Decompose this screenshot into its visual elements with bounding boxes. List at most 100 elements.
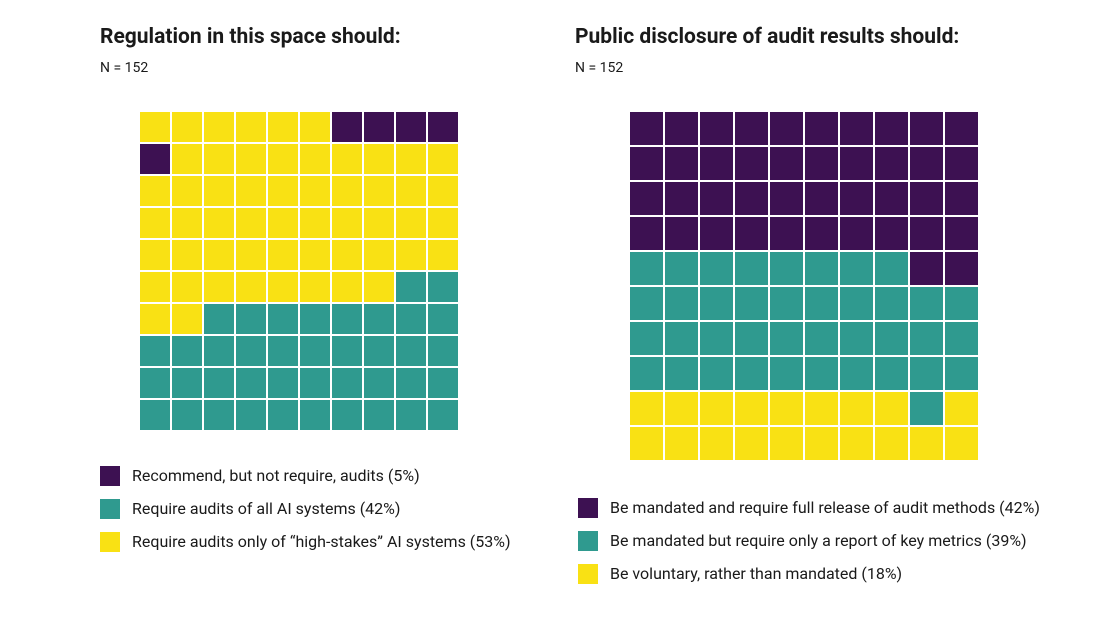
left-title: Regulation in this space should: — [100, 24, 401, 50]
waffle-cell — [665, 217, 698, 250]
waffle-cell — [840, 112, 873, 145]
waffle-cell — [910, 112, 943, 145]
waffle-cell — [140, 336, 170, 366]
waffle-cell — [875, 427, 908, 460]
waffle-cell — [630, 427, 663, 460]
waffle-cell — [875, 392, 908, 425]
waffle-cell — [770, 147, 803, 180]
waffle-cell — [910, 147, 943, 180]
waffle-cell — [875, 147, 908, 180]
waffle-cell — [204, 240, 234, 270]
waffle-cell — [945, 357, 978, 390]
waffle-cell — [700, 392, 733, 425]
waffle-cell — [300, 208, 330, 238]
waffle-cell — [332, 336, 362, 366]
right-panel: Public disclosure of audit results shoul… — [575, 24, 959, 76]
waffle-cell — [332, 176, 362, 206]
right-n-label: N = 152 — [575, 60, 959, 76]
left-n-label: N = 152 — [100, 60, 401, 76]
waffle-cell — [140, 272, 170, 302]
waffle-cell — [735, 287, 768, 320]
waffle-cell — [805, 112, 838, 145]
waffle-cell — [700, 322, 733, 355]
waffle-cell — [236, 336, 266, 366]
waffle-cell — [735, 112, 768, 145]
waffle-cell — [236, 304, 266, 334]
waffle-cell — [268, 144, 298, 174]
waffle-cell — [735, 427, 768, 460]
waffle-cell — [300, 304, 330, 334]
waffle-cell — [665, 287, 698, 320]
waffle-cell — [910, 217, 943, 250]
waffle-cell — [805, 427, 838, 460]
waffle-cell — [630, 357, 663, 390]
waffle-cell — [840, 322, 873, 355]
waffle-cell — [204, 336, 234, 366]
legend-swatch — [578, 498, 598, 518]
waffle-cell — [735, 357, 768, 390]
waffle-cell — [332, 112, 362, 142]
waffle-cell — [805, 252, 838, 285]
waffle-cell — [268, 272, 298, 302]
waffle-cell — [268, 336, 298, 366]
waffle-cell — [945, 287, 978, 320]
waffle-cell — [268, 176, 298, 206]
waffle-cell — [396, 176, 426, 206]
waffle-cell — [140, 368, 170, 398]
waffle-cell — [665, 252, 698, 285]
waffle-cell — [910, 427, 943, 460]
waffle-cell — [172, 304, 202, 334]
waffle-cell — [172, 112, 202, 142]
waffle-cell — [875, 357, 908, 390]
waffle-cell — [770, 392, 803, 425]
right-legend: Be mandated and require full release of … — [578, 498, 1040, 584]
waffle-cell — [700, 217, 733, 250]
waffle-cell — [428, 336, 458, 366]
waffle-cell — [204, 176, 234, 206]
waffle-cell — [204, 400, 234, 430]
legend-label: Be mandated but require only a report of… — [610, 531, 1027, 552]
waffle-cell — [665, 147, 698, 180]
legend-swatch — [100, 499, 120, 519]
waffle-cell — [204, 272, 234, 302]
waffle-cell — [172, 144, 202, 174]
waffle-cell — [770, 182, 803, 215]
waffle-cell — [140, 144, 170, 174]
waffle-cell — [396, 112, 426, 142]
legend-item: Be mandated but require only a report of… — [578, 531, 1040, 552]
legend-swatch — [578, 531, 598, 551]
waffle-cell — [770, 322, 803, 355]
waffle-cell — [172, 208, 202, 238]
waffle-cell — [268, 368, 298, 398]
waffle-cell — [805, 392, 838, 425]
waffle-cell — [332, 400, 362, 430]
waffle-cell — [805, 182, 838, 215]
waffle-cell — [665, 357, 698, 390]
waffle-cell — [910, 287, 943, 320]
left-panel: Regulation in this space should: N = 152 — [100, 24, 401, 76]
waffle-cell — [204, 304, 234, 334]
waffle-cell — [396, 368, 426, 398]
left-waffle-chart — [140, 112, 458, 430]
waffle-cell — [735, 147, 768, 180]
legend-item: Be voluntary, rather than mandated (18%) — [578, 564, 1040, 585]
waffle-cell — [332, 272, 362, 302]
waffle-cell — [364, 336, 394, 366]
waffle-cell — [910, 392, 943, 425]
waffle-cell — [140, 176, 170, 206]
figure-canvas: Regulation in this space should: N = 152… — [0, 0, 1100, 630]
waffle-cell — [204, 144, 234, 174]
waffle-cell — [236, 272, 266, 302]
waffle-cell — [268, 240, 298, 270]
waffle-cell — [236, 400, 266, 430]
waffle-cell — [735, 322, 768, 355]
waffle-cell — [630, 322, 663, 355]
waffle-cell — [332, 304, 362, 334]
legend-label: Be voluntary, rather than mandated (18%) — [610, 564, 902, 585]
waffle-cell — [140, 208, 170, 238]
right-waffle-chart — [630, 112, 978, 460]
waffle-cell — [735, 182, 768, 215]
waffle-cell — [665, 112, 698, 145]
waffle-cell — [840, 392, 873, 425]
waffle-cell — [364, 272, 394, 302]
